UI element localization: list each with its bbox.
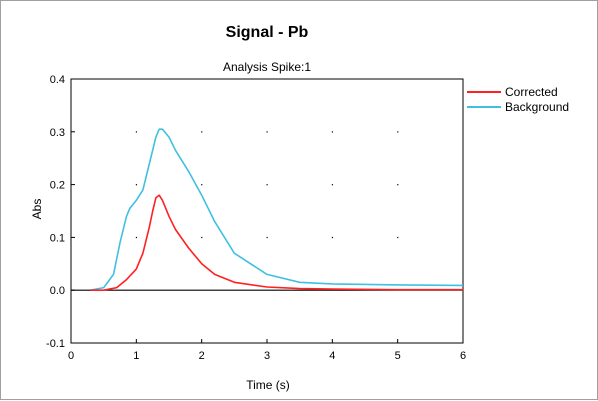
x-tick-label: 1 <box>133 350 139 362</box>
x-tick-label: 4 <box>329 350 335 362</box>
grid-dot <box>201 131 203 133</box>
grid-dot <box>397 236 399 239</box>
grid-dot <box>266 184 268 186</box>
grid-dot <box>135 184 138 186</box>
grid-dot <box>397 184 399 186</box>
chart-subtitle: Analysis Spike:1 <box>223 60 311 74</box>
x-tick-label: 6 <box>460 350 466 362</box>
grid-dot <box>201 236 203 239</box>
y-tick-label: -0.1 <box>46 338 65 350</box>
y-tick-label: 0.3 <box>50 127 65 139</box>
grid-dot <box>397 131 399 133</box>
series-line-background <box>90 128 464 291</box>
chart-title: Signal - Pb <box>226 24 309 41</box>
plot-area: 0 1 2 3 4 5 6 -0.1 0.0 0.1 0.2 0.3 0.4 <box>46 74 466 362</box>
series-line-corrected <box>90 194 463 292</box>
grid-dot <box>331 236 334 239</box>
grid-dot <box>266 236 268 239</box>
grid-dot <box>331 184 334 186</box>
grid-dot <box>135 236 138 239</box>
y-tick-label: 0.2 <box>50 180 65 192</box>
grid-dot <box>201 184 203 186</box>
plot-border <box>70 78 464 344</box>
grid-dot <box>135 131 138 133</box>
x-axis-label: Time (s) <box>246 378 290 392</box>
y-tick-label: 0.0 <box>50 285 65 297</box>
grid-dot <box>266 131 268 133</box>
y-axis-label: Abs <box>30 199 44 220</box>
y-tick-label: 0.1 <box>50 232 65 244</box>
legend-label-corrected: Corrected <box>505 85 558 99</box>
legend-label-background: Background <box>505 100 569 114</box>
y-tick-label: 0.4 <box>50 74 65 86</box>
x-tick-label: 3 <box>264 350 270 362</box>
x-tick-label: 0 <box>68 350 74 362</box>
grid-dot <box>331 131 334 133</box>
x-tick-label: 2 <box>199 350 205 362</box>
x-tick-label: 5 <box>395 350 401 362</box>
